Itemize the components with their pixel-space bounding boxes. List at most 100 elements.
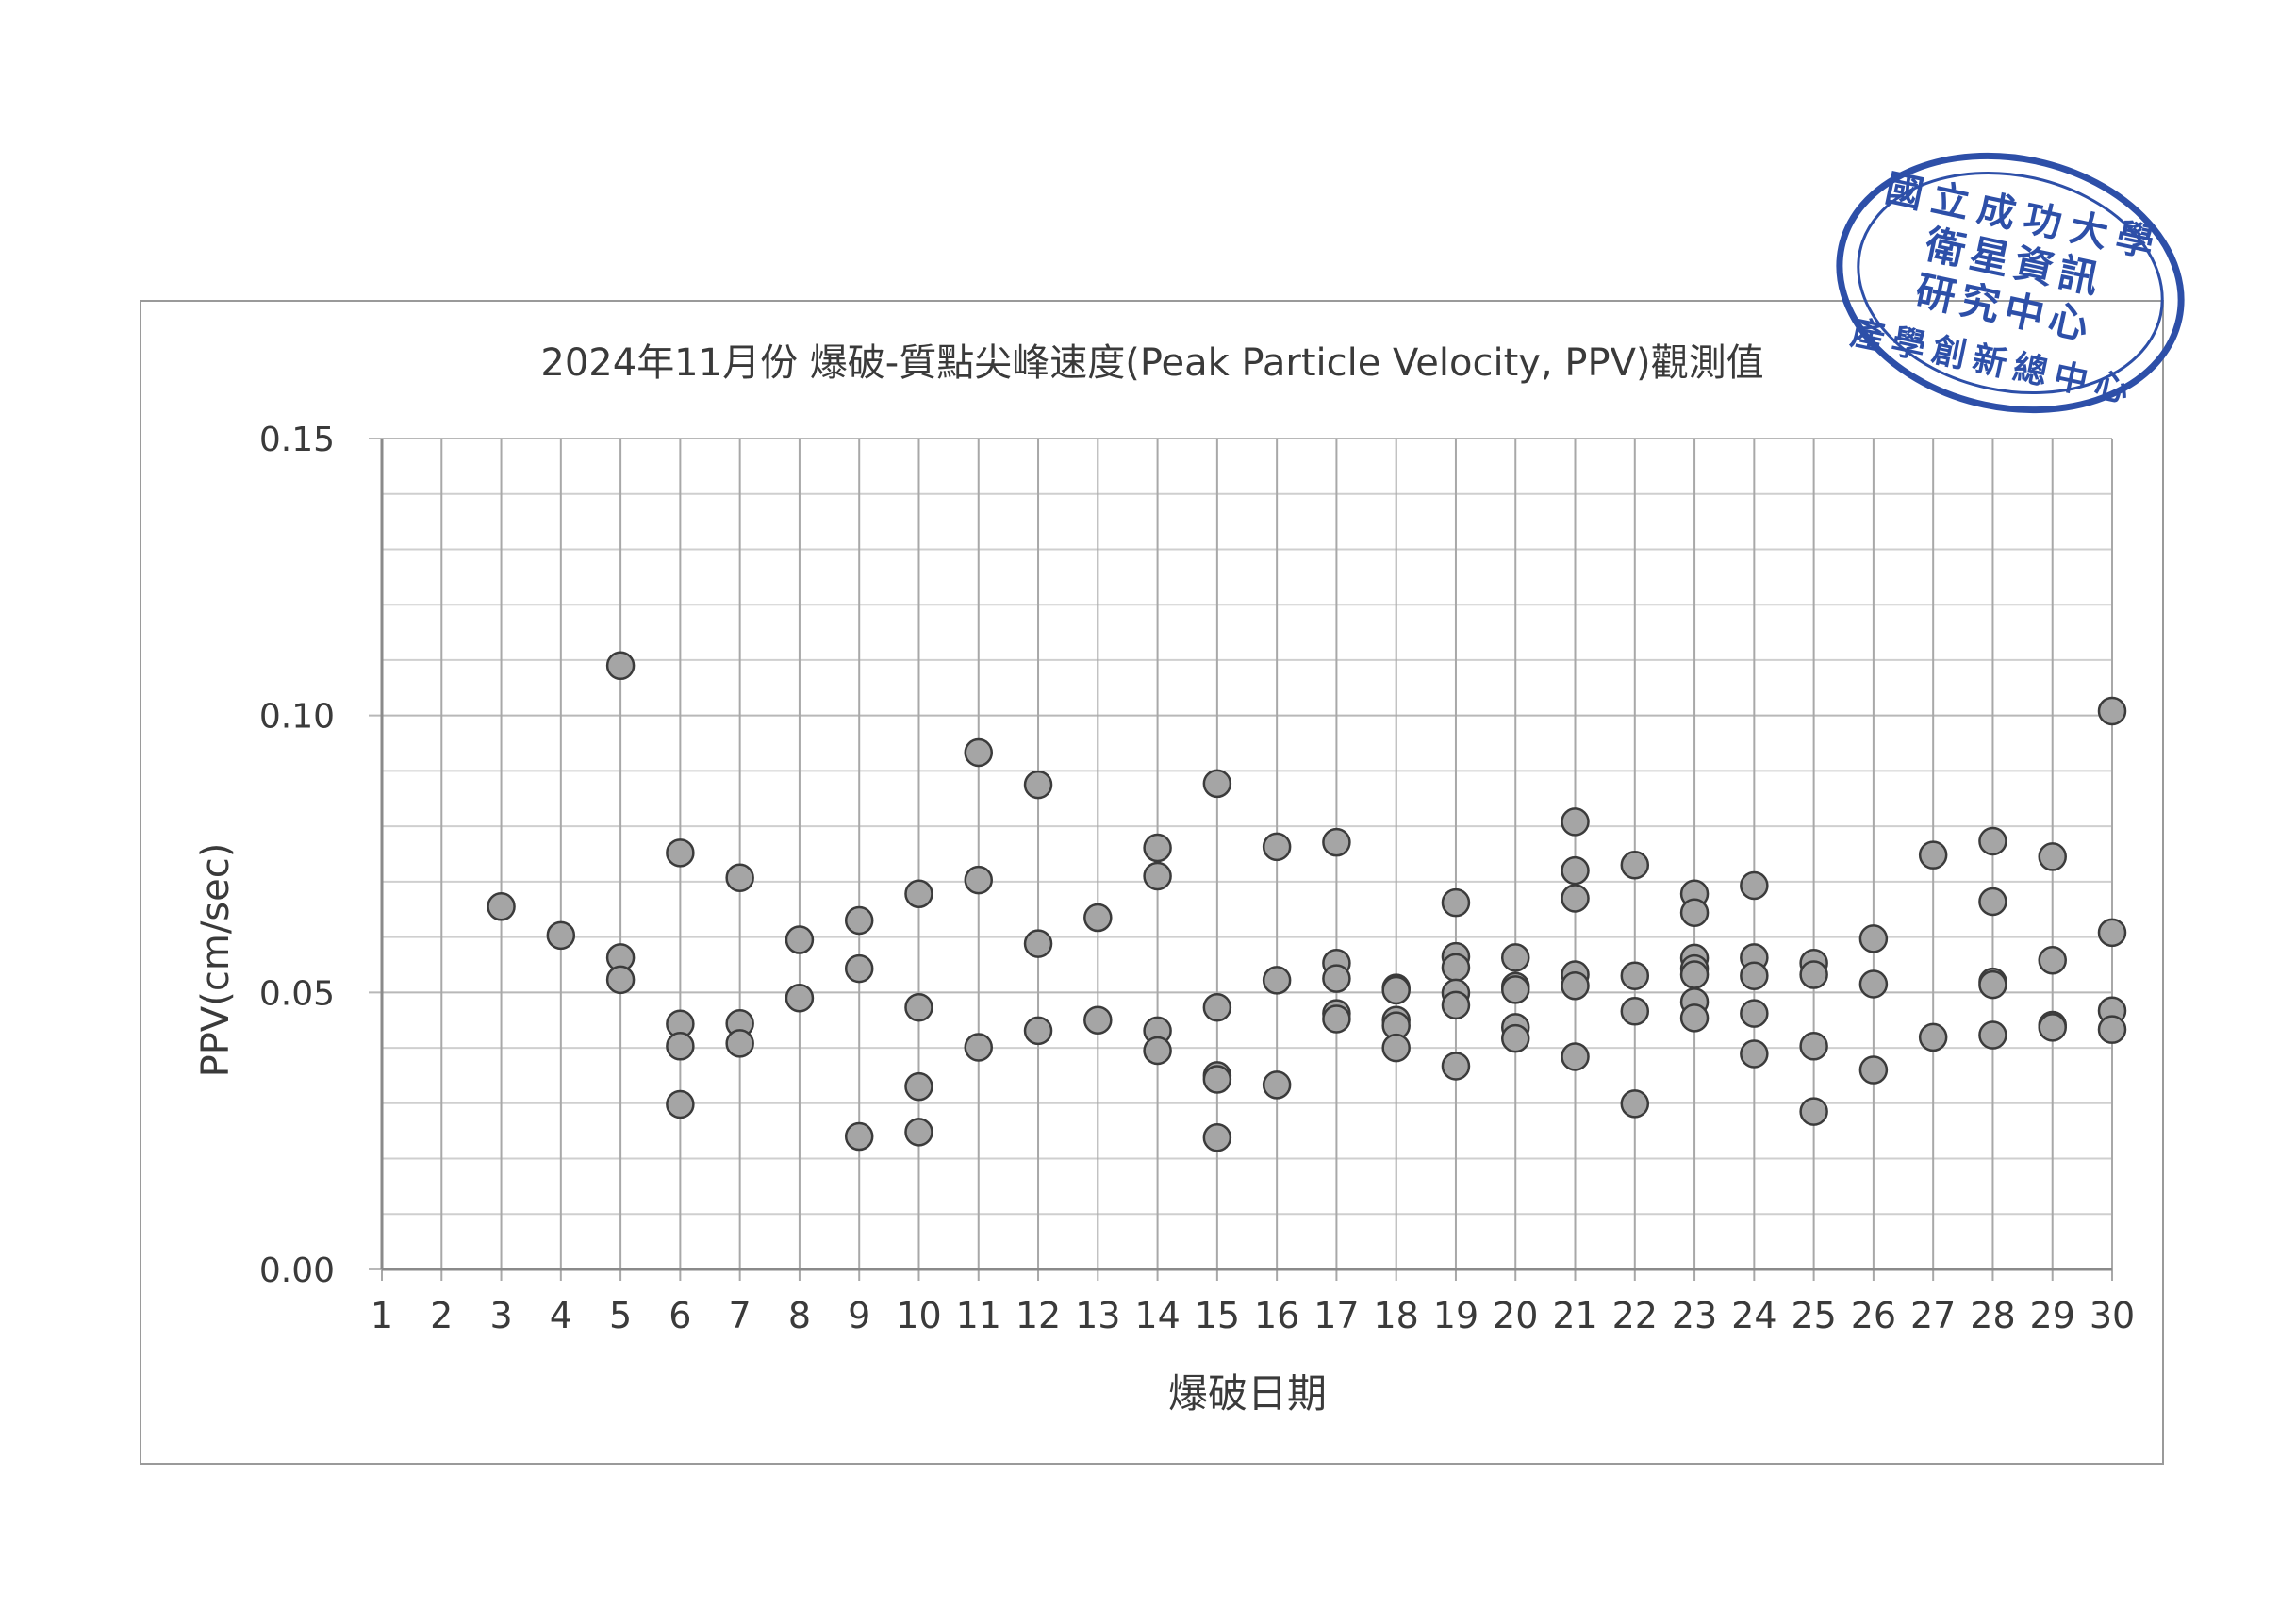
data-point (1740, 961, 1769, 990)
x-tick-label: 20 (1493, 1295, 1538, 1336)
data-point (904, 1071, 933, 1102)
data-point (1083, 903, 1113, 933)
data-point (1799, 1097, 1828, 1126)
x-tick-label: 14 (1134, 1295, 1180, 1336)
x-tick-label: 23 (1672, 1295, 1717, 1336)
data-point (1978, 1020, 2007, 1050)
data-point (785, 925, 815, 954)
y-tick-label: 0.15 (259, 421, 335, 459)
x-axis-label: 爆破日期 (1168, 1370, 1327, 1417)
data-point (844, 953, 874, 984)
data-point (1262, 832, 1292, 862)
data-point (1023, 1016, 1053, 1046)
y-tick-label: 0.00 (259, 1251, 335, 1290)
data-point (785, 983, 815, 1013)
data-point (1918, 840, 1948, 870)
data-point (844, 1121, 874, 1152)
data-point (1202, 1065, 1232, 1094)
data-point (1083, 1005, 1113, 1035)
y-tick-label: 0.05 (259, 974, 335, 1013)
data-point (1978, 826, 2007, 856)
x-tick-label: 5 (609, 1295, 632, 1336)
data-point (904, 992, 933, 1022)
x-tick-labels: 1 2 3 4 5 6 7 8 9 10 11 12 13 14 15 16 17 18 19 20 21 22 23 24 2… (371, 1295, 2135, 1336)
data-point (1978, 887, 2007, 917)
x-tick-label: 3 (489, 1295, 512, 1336)
data-point (605, 965, 636, 995)
university-seal-stamp: 國立成功大學 衛星資訊 研究中心 產學創新總中心 (1836, 152, 2185, 414)
grid-layer (369, 438, 2113, 1281)
x-tick-label: 11 (956, 1295, 1001, 1336)
data-point (1561, 855, 1590, 886)
data-point (1262, 1070, 1292, 1100)
data-point (1441, 887, 1471, 918)
data-point (1441, 1052, 1471, 1081)
data-point (1023, 929, 1053, 958)
data-point (1978, 969, 2007, 1000)
data-point (1858, 924, 1889, 953)
data-point (2038, 1013, 2067, 1042)
data-point (1679, 960, 1710, 989)
data-point (725, 863, 754, 893)
x-tick-label: 21 (1552, 1295, 1597, 1336)
data-point (1561, 1042, 1590, 1071)
x-tick-label: 12 (1016, 1295, 1061, 1336)
data-point (1143, 1036, 1172, 1066)
x-tick-label: 13 (1075, 1295, 1120, 1336)
data-point (904, 1118, 933, 1147)
data-point (2038, 842, 2067, 871)
data-point (1679, 1003, 1710, 1033)
x-tick-label: 1 (371, 1295, 393, 1336)
data-point (1500, 943, 1530, 972)
data-point (1441, 953, 1471, 983)
x-tick-label: 19 (1433, 1295, 1478, 1336)
data-point (1620, 997, 1650, 1026)
x-tick-label: 28 (1970, 1295, 2015, 1336)
stamp-inner-ring (1857, 171, 2164, 395)
x-tick-label: 2 (430, 1295, 453, 1336)
data-point (1799, 960, 1828, 989)
data-point (1740, 1039, 1769, 1069)
data-point (1023, 770, 1053, 800)
data-point (1381, 975, 1411, 1005)
data-point (1620, 961, 1650, 990)
y-tick-labels: 0.00 0.05 0.10 0.15 (259, 421, 335, 1290)
data-point (1202, 1122, 1232, 1152)
data-point (1143, 833, 1172, 863)
axis-layer (380, 439, 2112, 1271)
data-point (1918, 1022, 1948, 1052)
data-point (964, 865, 994, 895)
x-tick-label: 24 (1731, 1295, 1776, 1336)
chart-frame (140, 300, 2164, 1465)
y-tick-label: 0.10 (259, 698, 335, 737)
data-point (1561, 971, 1590, 1001)
x-tick-label: 7 (729, 1295, 752, 1336)
stamp-outer-ring (1836, 152, 2185, 414)
data-point (964, 737, 994, 768)
data-point (2097, 918, 2127, 948)
data-point (1202, 992, 1232, 1022)
x-tick-label: 17 (1313, 1295, 1359, 1336)
y-axis-label: PPV(cm/sec) (194, 843, 238, 1078)
x-tick-label: 16 (1254, 1295, 1299, 1336)
data-point (2097, 696, 2127, 726)
x-tick-label: 8 (788, 1295, 811, 1336)
data-point (605, 651, 636, 681)
data-point (725, 1029, 754, 1058)
data-point (2038, 946, 2067, 975)
data-point (2097, 1015, 2127, 1044)
data-point (1799, 1032, 1828, 1061)
data-point (1202, 769, 1232, 799)
x-tick-label: 15 (1195, 1295, 1240, 1336)
x-tick-label: 25 (1791, 1295, 1836, 1336)
data-point (904, 879, 933, 909)
data-point (1322, 964, 1351, 993)
x-tick-label: 22 (1612, 1295, 1658, 1336)
x-tick-label: 27 (1910, 1295, 1956, 1336)
data-point (666, 838, 695, 868)
data-point (1679, 898, 1710, 928)
data-point (1858, 969, 1889, 999)
data-point (1620, 1089, 1650, 1119)
x-tick-label: 6 (669, 1295, 691, 1336)
